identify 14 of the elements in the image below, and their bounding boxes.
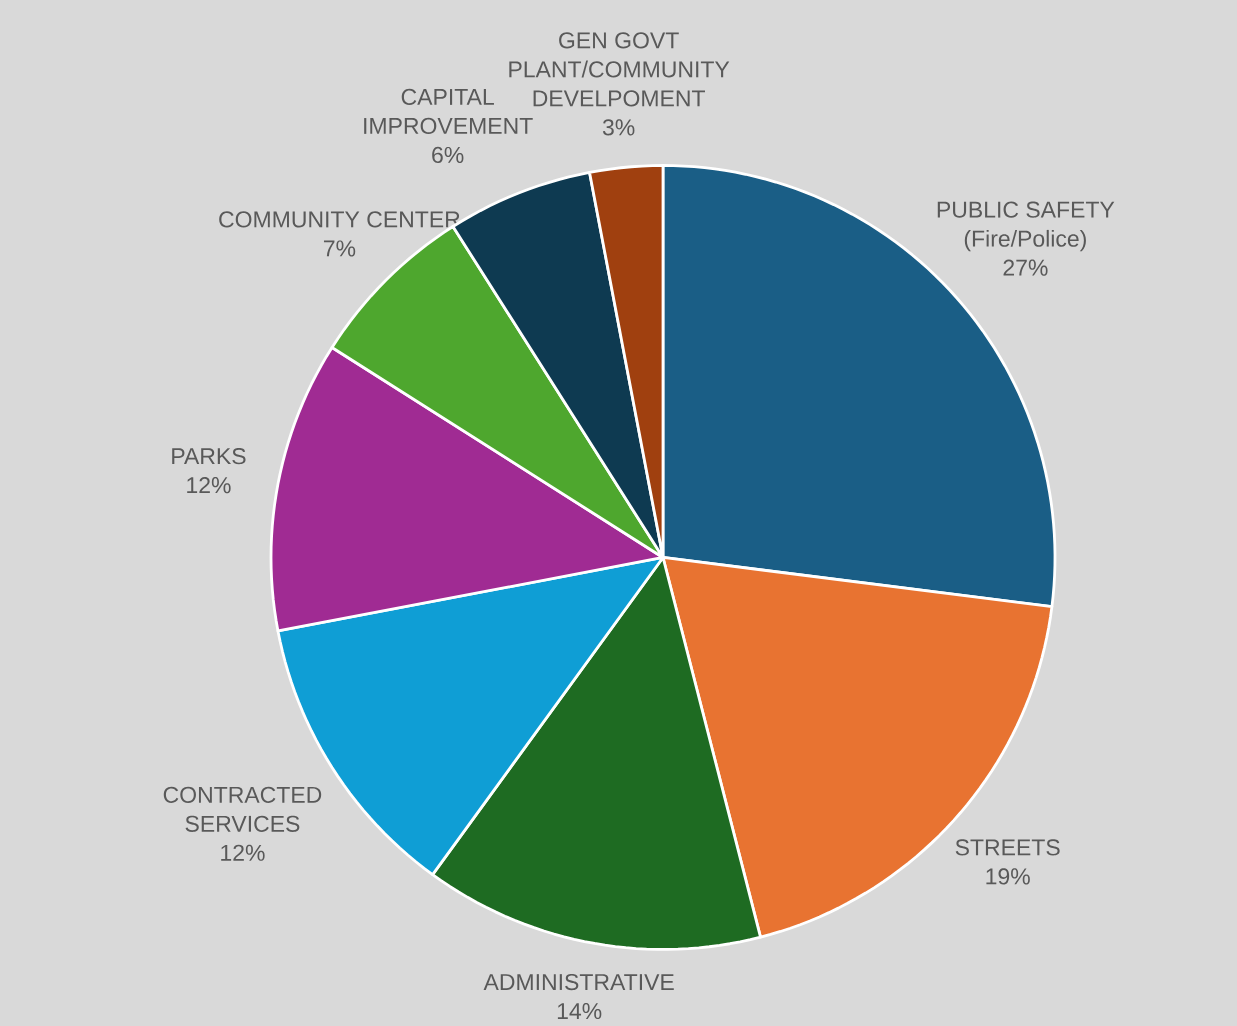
data-label: 19% (986, 868, 1030, 885)
slice-label: ADMINISTRATIVE (483, 973, 674, 991)
slice-label: PARKS (172, 448, 246, 465)
slice-label: CONTRACTED SERVICES (163, 786, 322, 832)
slice-label: PUBLIC SAFETY (Fire/Police) (937, 201, 1115, 252)
data-label: 27% (1003, 259, 1048, 276)
data-label: 3% (602, 119, 635, 136)
data-label: 7% (323, 240, 356, 257)
data-label: 6% (432, 146, 464, 164)
data-label: 12% (221, 844, 265, 861)
data-label: 14% (557, 1002, 602, 1020)
slice-label: STREETS (955, 839, 1060, 856)
slice-label: COMMUNITY CENTER (219, 211, 460, 228)
data-label: 12% (187, 477, 231, 494)
